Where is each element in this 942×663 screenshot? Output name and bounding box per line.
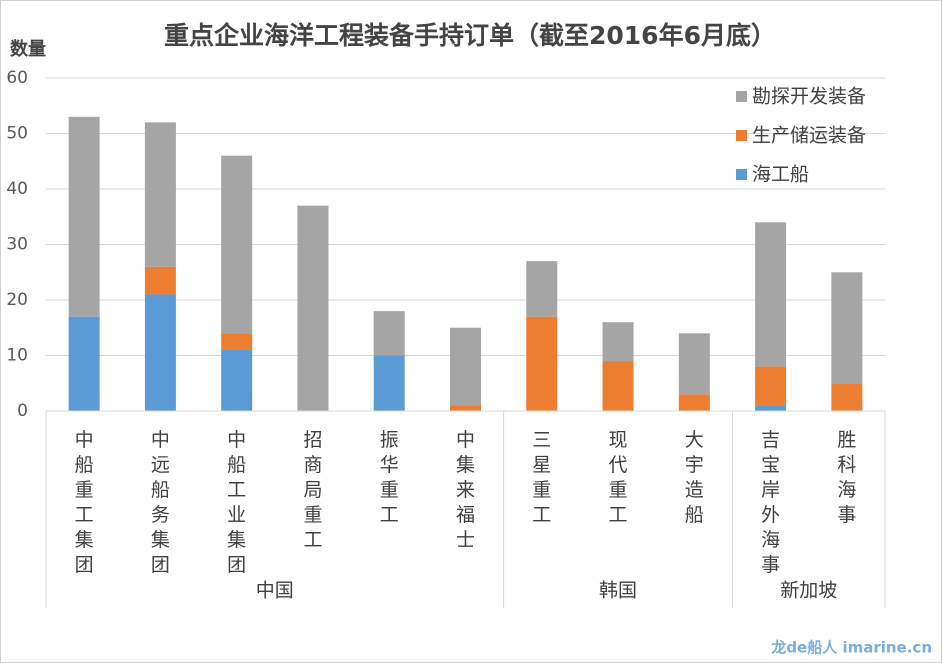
legend-label: 生产储运装备: [752, 125, 866, 147]
bar-segment: [144, 122, 176, 267]
legend-swatch: [736, 130, 747, 141]
bar-segment: [450, 405, 481, 411]
legend-swatch: [736, 169, 747, 180]
x-tick-label: 中集来福士: [456, 429, 475, 551]
y-tick-label: 30: [6, 235, 28, 255]
x-tick-label: 三星重工: [532, 429, 551, 526]
bar-segment: [297, 205, 329, 411]
chart-title: 重点企业海洋工程装备手持订单（截至2016年6月底）: [164, 21, 776, 50]
y-tick-label: 10: [6, 346, 28, 366]
x-tick-label: 振华重工: [380, 429, 399, 526]
bar-segment: [221, 155, 253, 334]
x-tick-label: 中远船务集团: [151, 429, 170, 576]
bar-segment: [831, 383, 863, 411]
group-label: 新加坡: [780, 580, 837, 602]
x-tick-label: 胜科海事: [837, 429, 856, 526]
group-label: 韩国: [599, 580, 637, 602]
bar-segment: [526, 316, 558, 411]
y-tick-label: 60: [6, 68, 28, 88]
group-label: 中国: [256, 580, 294, 602]
bar-segment: [221, 333, 253, 350]
bar-segment: [373, 311, 405, 356]
bar-segment: [68, 116, 100, 317]
bar-segment: [602, 361, 634, 411]
x-tick-label: 中船重工集团: [75, 429, 94, 576]
x-tick-label: 中船工业集团: [227, 429, 246, 576]
bar-segment: [755, 405, 787, 411]
bar-segment: [526, 261, 558, 317]
x-tick-label: 招商局重工: [303, 429, 322, 551]
bar-segment: [68, 316, 100, 411]
y-tick-label: 0: [17, 401, 28, 421]
x-tick-label: 大宇造船: [685, 429, 704, 526]
bar-segment: [450, 327, 481, 406]
bar-segment: [373, 355, 405, 411]
y-tick-label: 50: [6, 124, 28, 144]
legend-label: 海工船: [752, 164, 809, 186]
legend-swatch: [736, 91, 747, 102]
bar-segment: [678, 333, 710, 395]
bar-segment: [831, 272, 863, 384]
bar-segment: [755, 222, 787, 367]
y-axis-label: 数量: [10, 38, 46, 60]
x-tick-label: 现代重工: [609, 429, 628, 526]
bar-segment: [755, 366, 787, 406]
watermark: 龙de船人 imarine.cn: [770, 639, 932, 657]
bar-segment: [678, 394, 710, 411]
x-tick-label: 吉宝岸外海事: [761, 429, 780, 576]
bar-segment: [602, 322, 634, 362]
y-tick-label: 40: [6, 179, 28, 199]
bar-segment: [144, 266, 176, 295]
legend-label: 勘探开发装备: [752, 86, 866, 108]
bar-segment: [144, 294, 176, 411]
bar-segment: [221, 349, 253, 411]
y-tick-label: 20: [6, 290, 28, 310]
